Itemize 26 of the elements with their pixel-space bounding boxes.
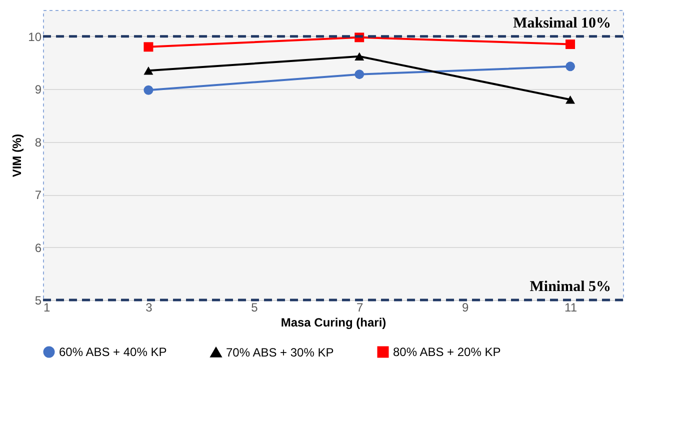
y-tick-label: 10	[28, 30, 42, 44]
y-tick-label: 6	[34, 240, 42, 255]
legend-label: 70% ABS + 30% KP	[226, 345, 334, 360]
y-tick-label: 8	[34, 135, 42, 150]
x-tick-label: 5	[251, 300, 258, 314]
point	[354, 52, 364, 61]
ref-line-label: Minimal 5%	[530, 279, 611, 295]
y-axis-title: VIM (%)	[10, 134, 24, 178]
y-tick-label: 9	[34, 82, 42, 97]
x-tick-label: 7	[356, 300, 364, 314]
x-tick-label: 11	[564, 300, 578, 314]
legend-label: 80% ABS + 20% KP	[393, 345, 501, 359]
ref-line-label: Maksimal 10%	[513, 15, 611, 32]
legend-label: 60% ABS + 40% KP	[59, 345, 167, 359]
point	[144, 85, 154, 95]
point	[566, 96, 576, 104]
point	[354, 70, 364, 80]
point	[144, 66, 154, 75]
point	[144, 42, 154, 52]
point	[566, 62, 576, 72]
x-tick-label: 1	[44, 300, 50, 314]
x-tick-label: 3	[146, 300, 153, 314]
x-axis-title: Masa Curing (hari)	[280, 316, 386, 330]
y-tick-label: 7	[34, 188, 42, 202]
point	[566, 40, 576, 50]
x-tick-label: 9	[462, 300, 469, 314]
